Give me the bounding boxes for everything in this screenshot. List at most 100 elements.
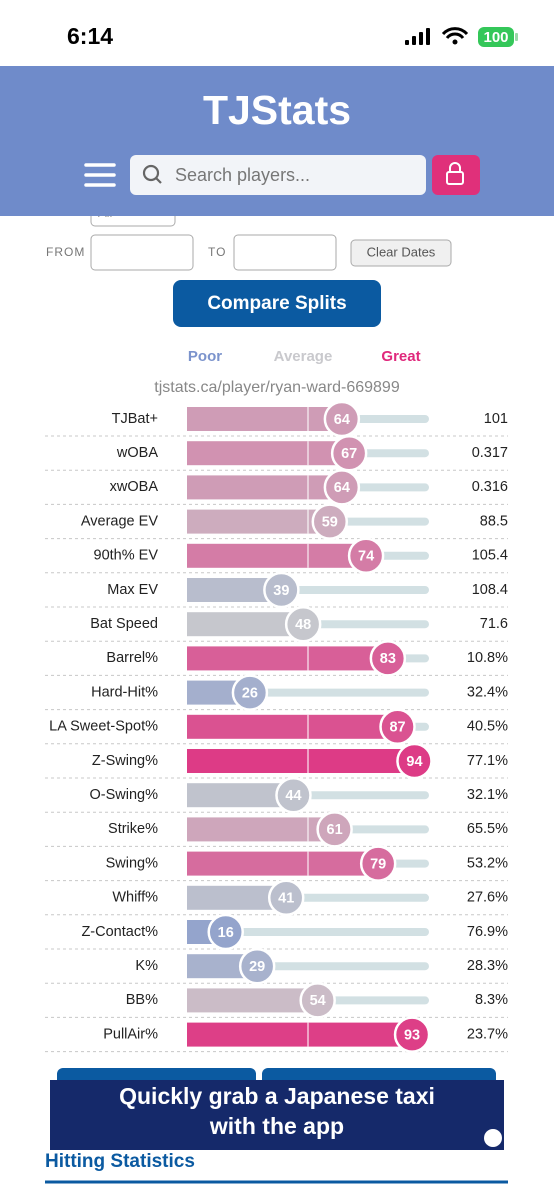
stat-value: 108.4	[472, 582, 508, 598]
percentile-bar	[187, 407, 342, 431]
percentile-badge	[207, 913, 244, 951]
legend-item: Great	[381, 348, 420, 365]
battery-level: 100	[483, 29, 508, 46]
stat-value: 53.2%	[467, 855, 508, 871]
stat-value: 27.6%	[467, 890, 508, 906]
percentile-value: 61	[327, 822, 343, 838]
percentile-bar	[187, 509, 330, 534]
status-bar	[0, 0, 554, 66]
search-placeholder: Search players...	[175, 165, 310, 185]
percentile-badge	[323, 400, 361, 438]
metric-label: Strike%	[108, 821, 158, 837]
metric-label: Z-Swing%	[92, 753, 158, 769]
percentile-bar	[187, 1022, 413, 1047]
metric-label: Bat Speed	[90, 616, 158, 632]
percentile-badge	[263, 571, 300, 609]
percentile-badge	[323, 469, 361, 506]
ad-line: with the app	[209, 1113, 344, 1139]
metric-label: LA Sweet-Spot%	[49, 719, 158, 735]
ad-line: Quickly grab a Japanese taxi	[119, 1083, 435, 1109]
from-label: FROM	[46, 245, 85, 259]
stat-value: 32.1%	[467, 787, 508, 803]
stat-value: 88.5	[480, 513, 508, 529]
wifi-icon	[441, 27, 469, 40]
percentile-bar	[187, 646, 388, 671]
signal-icon	[405, 28, 430, 45]
percentile-value: 67	[341, 446, 357, 462]
percentile-badge	[316, 811, 353, 848]
percentile-value: 64	[334, 480, 350, 496]
percentile-value: 74	[358, 549, 374, 565]
metric-label: BB%	[126, 992, 158, 1008]
metric-label: K%	[135, 958, 158, 974]
percentile-badge	[238, 947, 276, 985]
percentile-value: 79	[370, 856, 386, 872]
percentile-value: 54	[310, 993, 326, 1009]
percentile-bar	[187, 543, 367, 568]
bar-track	[187, 928, 429, 936]
metric-label: xwOBA	[110, 479, 159, 495]
percentile-table: TJBat+ 64 101 wOBA 67 0.317 xwOBA 64 0.316 Averag…	[45, 400, 508, 1053]
clear-dates-text: Clear Dates	[367, 244, 436, 259]
section-title: Hitting Statistics	[45, 1151, 195, 1172]
battery-tip	[515, 33, 518, 41]
time: 6:14	[67, 23, 113, 49]
metric-label: wOBA	[116, 445, 158, 461]
battery	[478, 27, 514, 47]
stat-value: 0.316	[472, 479, 508, 495]
stat-value: 0.317	[472, 445, 508, 461]
player-url: tjstats.ca/player/ryan-ward-669899	[154, 379, 400, 396]
percentile-value: 64	[334, 412, 350, 428]
percentile-badge	[359, 845, 397, 882]
stat-value: 8.3%	[475, 992, 508, 1008]
metric-label: Hard-Hit%	[91, 684, 158, 700]
percentile-bar	[187, 749, 415, 773]
stat-value: 28.3%	[467, 958, 508, 974]
search-icon-handle	[155, 177, 162, 184]
stat-value: 77.1%	[467, 753, 508, 769]
percentile-badge	[393, 1016, 431, 1053]
metric-label: Barrel%	[106, 650, 158, 666]
percentile-badge	[267, 879, 305, 917]
percentile-badge	[311, 503, 349, 540]
metric-label: TJBat+	[112, 411, 158, 427]
legend-item: Average	[274, 348, 333, 365]
stat-value: 101	[484, 411, 508, 427]
metric-label: PullAir%	[103, 1026, 158, 1042]
stat-value: 23.7%	[467, 1026, 508, 1042]
legend-item: Poor	[188, 348, 222, 365]
ad-banner[interactable]	[50, 1080, 504, 1150]
section-bg	[0, 1150, 554, 1199]
stat-value: 76.9%	[467, 924, 508, 940]
stat-value: 71.6	[480, 616, 508, 632]
percentile-bar	[187, 612, 304, 637]
menu-button[interactable]	[84, 163, 116, 187]
percentile-bar	[187, 851, 379, 876]
lock-shackle	[449, 162, 461, 172]
percentile-value: 39	[273, 583, 289, 599]
lock-button[interactable]	[432, 155, 480, 195]
metric-label: O-Swing%	[90, 787, 159, 803]
percentile-value: 94	[406, 754, 422, 770]
percentile-bar	[187, 475, 342, 500]
percentile-value: 93	[404, 1027, 420, 1043]
percentile-value: 87	[389, 720, 405, 736]
percentile-badge	[284, 605, 322, 643]
percentile-badge	[379, 708, 416, 746]
lock-icon	[446, 171, 464, 185]
ad-info[interactable]	[484, 1129, 502, 1147]
percentile-value: 16	[218, 925, 234, 941]
percentile-badge	[299, 982, 336, 1019]
from-input[interactable]	[90, 234, 194, 271]
metric-label: Z-Contact%	[81, 924, 158, 940]
to-input[interactable]	[233, 234, 337, 271]
metric-label: Swing%	[106, 855, 158, 871]
stat-value: 32.4%	[467, 684, 508, 700]
metric-label: Average EV	[81, 513, 158, 529]
compare-button[interactable]	[173, 280, 381, 327]
percentile-value: 48	[295, 617, 311, 633]
search-box[interactable]	[130, 155, 426, 195]
wifi-dot	[452, 39, 458, 45]
clear-dates-button[interactable]	[350, 239, 452, 267]
